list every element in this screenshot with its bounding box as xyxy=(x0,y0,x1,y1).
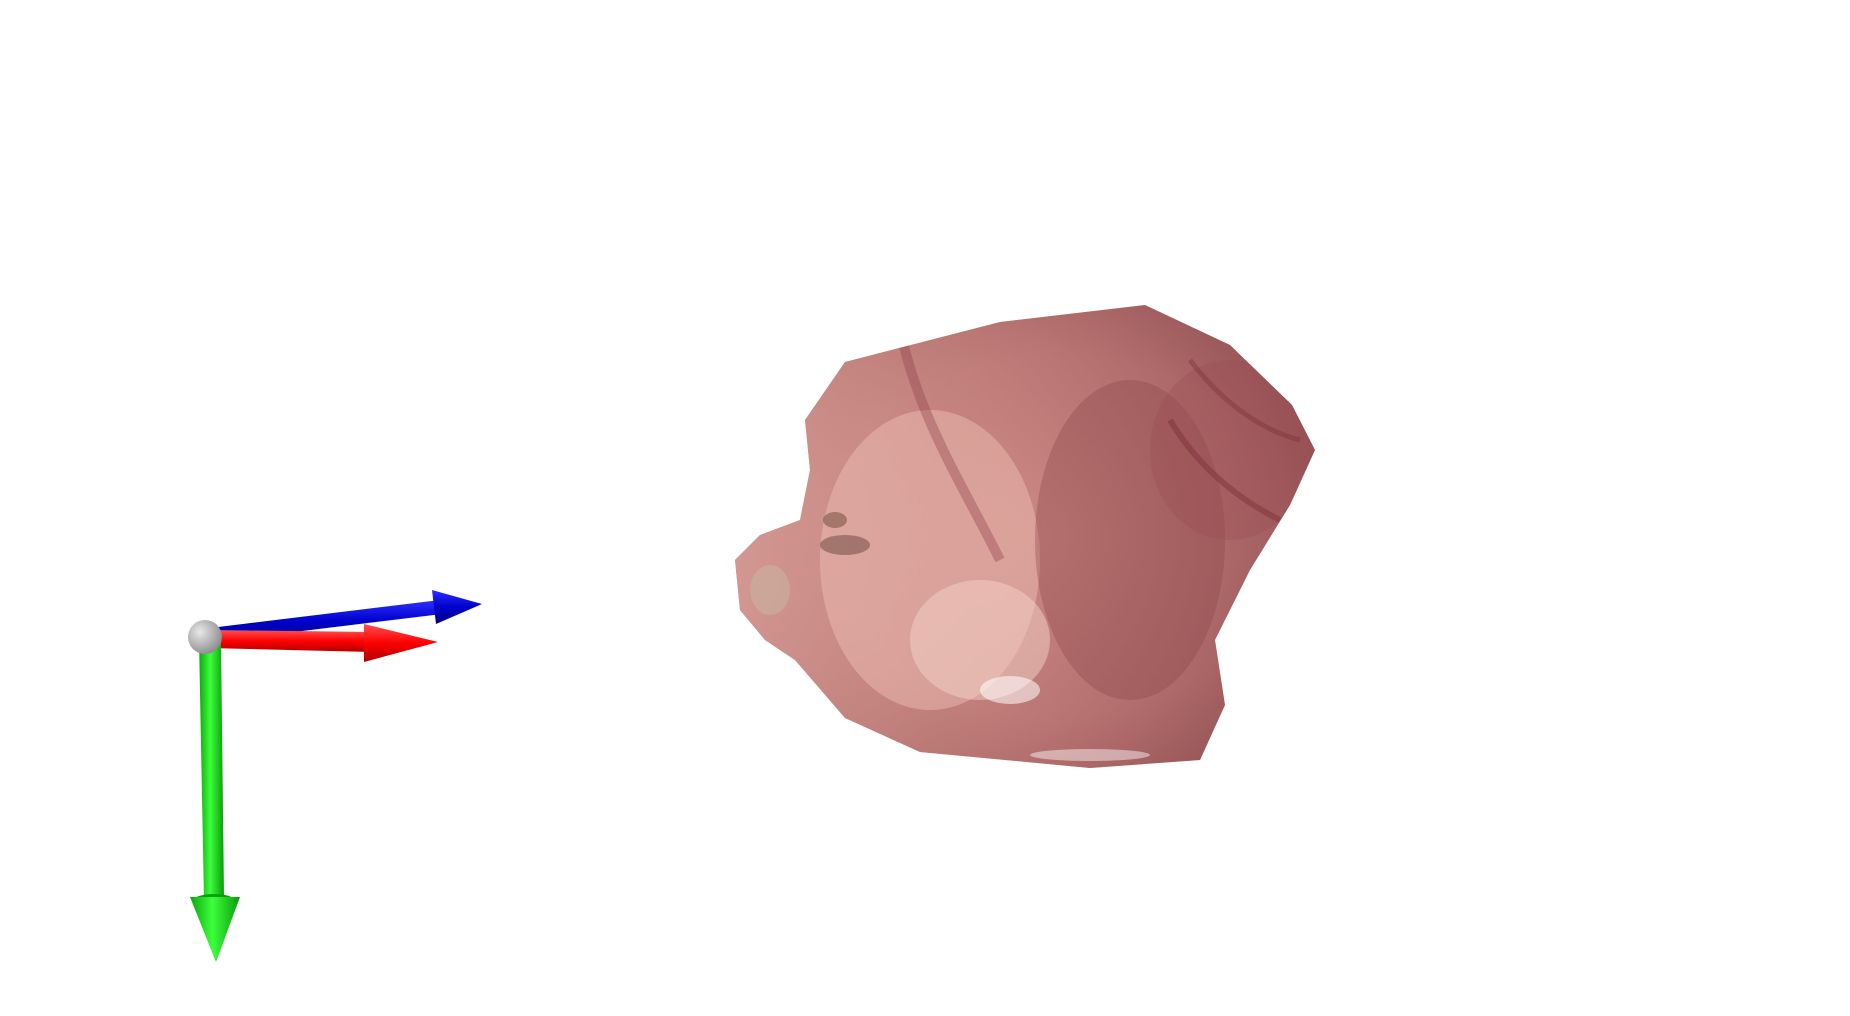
axes-gizmo[interactable] xyxy=(188,590,482,962)
origin-sphere xyxy=(188,620,222,654)
point-cloud-texture xyxy=(735,305,1315,768)
y-axis-arrow xyxy=(190,640,240,962)
x-axis-arrow xyxy=(208,624,438,662)
point-cloud[interactable] xyxy=(730,300,1330,780)
